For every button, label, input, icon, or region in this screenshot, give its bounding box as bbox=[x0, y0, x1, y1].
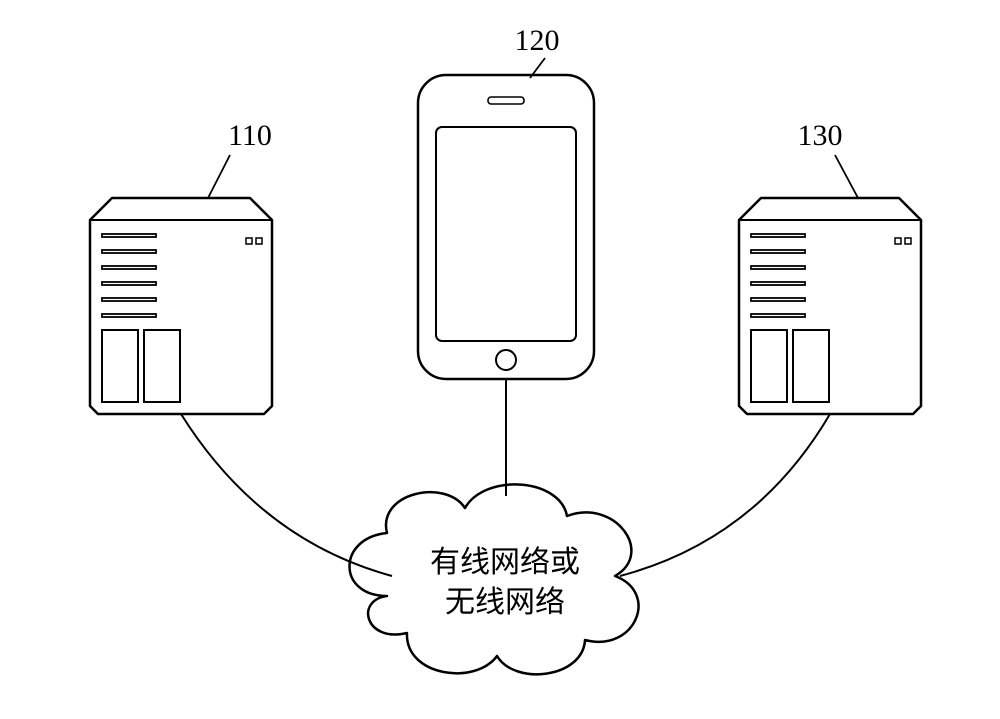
label-110: 110 bbox=[228, 119, 272, 152]
cloud-text-line2: 无线网络 bbox=[445, 586, 565, 619]
leader-130 bbox=[835, 155, 858, 198]
network-cloud: 有线网络或无线网络 bbox=[350, 484, 639, 674]
mobile-phone bbox=[418, 75, 594, 379]
label-120: 120 bbox=[515, 24, 560, 57]
network-diagram: 有线网络或无线网络 110 120 130 bbox=[0, 0, 1000, 719]
link-right bbox=[620, 414, 830, 576]
label-130: 130 bbox=[798, 119, 843, 152]
leader-110 bbox=[208, 155, 230, 198]
link-left bbox=[181, 414, 392, 576]
server-right bbox=[739, 198, 921, 414]
server-left bbox=[90, 198, 272, 414]
cloud-text-line1: 有线网络或 bbox=[430, 546, 580, 579]
